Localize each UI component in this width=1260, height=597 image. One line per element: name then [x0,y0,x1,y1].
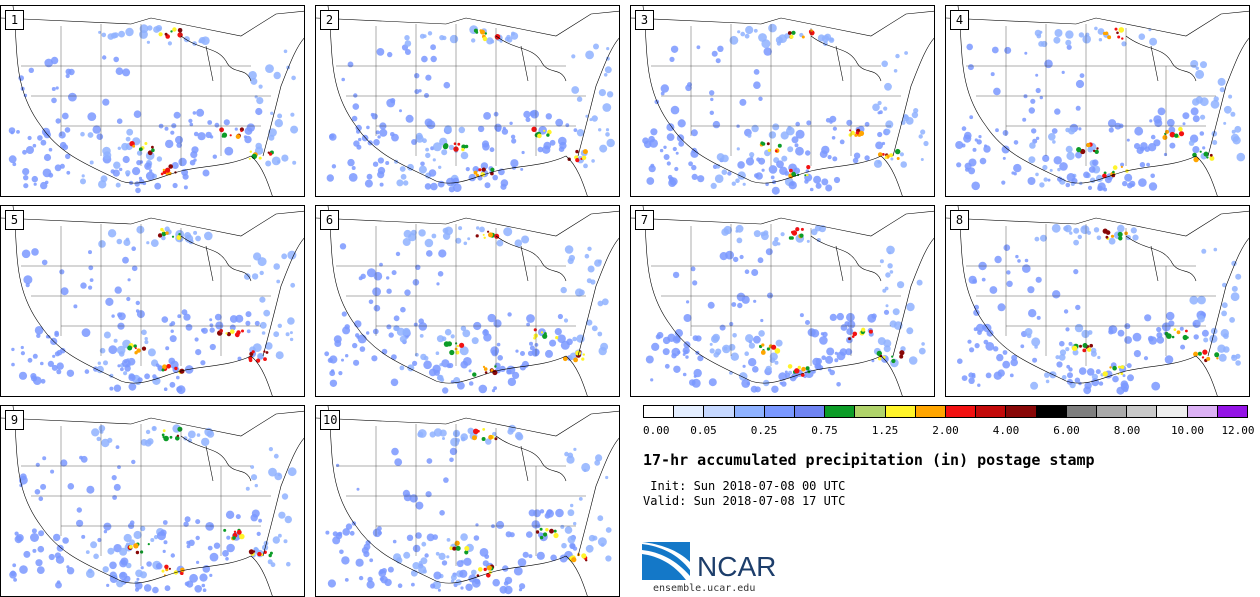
precip-map-2 [316,6,619,196]
colorbar-swatch [1036,406,1067,417]
precip-map-8 [946,206,1249,396]
panel-number-label: 1 [5,10,24,30]
colorbar-swatch [674,406,705,417]
colorbar-tick-label: 0.05 [690,424,717,437]
colorbar-swatch [1157,406,1188,417]
panel-8: 8 [945,205,1250,397]
colorbar-tick-label: 10.00 [1170,424,1205,437]
colorbar-tick-label: 1.25 [871,424,899,437]
colorbar-swatch [885,406,916,417]
colorbar-swatch [644,406,675,417]
panel-number-label: 3 [635,10,654,30]
colorbar-swatch [734,406,765,417]
colorbar-tick-label: 4.00 [992,424,1020,437]
precipitation-colorbar [643,405,1248,418]
colorbar-swatch [1066,406,1098,417]
panel-number-label: 2 [320,10,339,30]
panel-7: 7 [630,205,935,397]
precip-map-9 [1,406,304,596]
precip-map-5 [1,206,304,396]
colorbar-tick-label: 2.00 [932,424,959,437]
colorbar-swatch [795,406,826,417]
colorbar-tick-label: 0.25 [750,424,778,437]
precip-map-7 [631,206,934,396]
precip-map-1 [1,6,304,196]
colorbar-swatch [764,406,796,417]
colorbar-swatch [825,406,856,417]
panel-number-label: 4 [950,10,969,30]
colorbar-tick-label: 12.00 [1221,424,1255,437]
colorbar-swatch [1006,406,1037,417]
panel-number-label: 8 [950,210,969,230]
panel-9: 9 [0,405,305,597]
colorbar-tick-label: 0.75 [811,424,838,437]
product-title: 17-hr accumulated precipitation (in) pos… [643,451,1095,469]
colorbar-swatch [976,406,1007,417]
panel-number-label: 6 [320,210,339,230]
panel-number-label: 10 [320,410,341,430]
panel-6: 6 [315,205,620,397]
panel-number-label: 7 [635,210,654,230]
precip-map-3 [631,6,934,196]
ncar-logo-text: NCAR [697,551,777,582]
colorbar-swatch [704,406,735,417]
panel-10: 10 [315,405,620,597]
colorbar-tick-label: 8.00 [1113,424,1141,437]
ncar-logo-icon [642,542,690,580]
panel-5: 5 [0,205,305,397]
panel-4: 4 [945,5,1250,197]
colorbar-tick-label: 0.00 [643,424,670,437]
precip-map-4 [946,6,1249,196]
valid-time: Valid: Sun 2018-07-08 17 UTC [643,494,846,508]
panel-number-label: 5 [5,210,24,230]
precip-map-10 [316,406,619,596]
init-time: Init: Sun 2018-07-08 00 UTC [643,479,846,493]
colorbar-swatch [946,406,977,417]
colorbar-swatch [1187,406,1218,417]
colorbar-swatch [915,406,947,417]
colorbar-tick-labels: 0.00 0.05 0.25 0.75 1.25 2.00 4.00 6.00 8.00 10.0… [643,424,1255,438]
colorbar-swatch [855,406,886,417]
precip-map-6 [316,206,619,396]
panel-number-label: 9 [5,410,24,430]
panel-2: 2 [315,5,620,197]
colorbar-swatch [1127,406,1158,417]
colorbar-swatch [1217,406,1248,417]
panel-1: 1 [0,5,305,197]
logo-url: ensemble.ucar.edu [653,583,756,594]
colorbar-swatch [1097,406,1128,417]
panel-3: 3 [630,5,935,197]
colorbar-tick-label: 6.00 [1053,424,1080,437]
